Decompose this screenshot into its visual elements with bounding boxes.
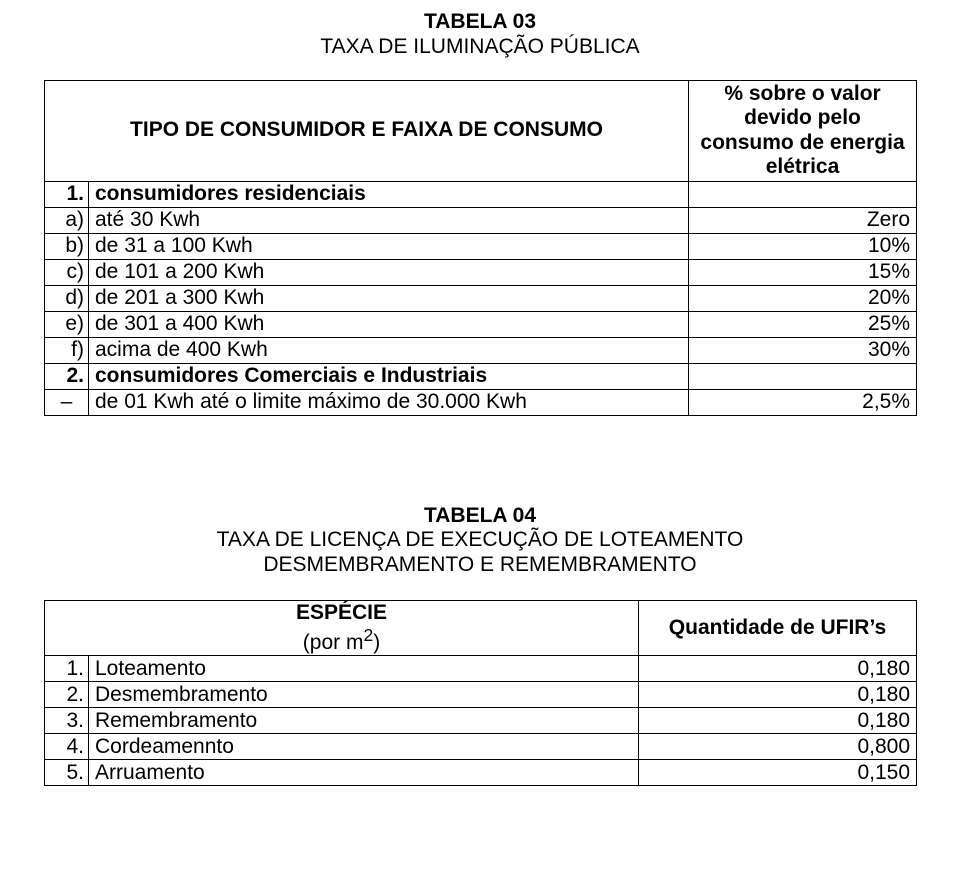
row-value: 20% — [689, 285, 917, 311]
spacer — [44, 416, 916, 504]
row-label: Remembramento — [89, 708, 639, 734]
table-row: 3. Remembramento 0,180 — [45, 708, 917, 734]
row-num: – — [45, 389, 89, 415]
table-row: c) de 101 a 200 Kwh 15% — [45, 259, 917, 285]
row-label: de 01 Kwh até o limite máximo de 30.000 … — [89, 389, 689, 415]
table-row: 2. consumidores Comerciais e Industriais — [45, 363, 917, 389]
table-row: – de 01 Kwh até o limite máximo de 30.00… — [45, 389, 917, 415]
table-row: a) até 30 Kwh Zero — [45, 207, 917, 233]
row-value: Zero — [689, 207, 917, 233]
table-row: d) de 201 a 300 Kwh 20% — [45, 285, 917, 311]
row-label: até 30 Kwh — [89, 207, 689, 233]
row-value: 30% — [689, 337, 917, 363]
row-value: 0,180 — [639, 682, 917, 708]
table-row: f) acima de 400 Kwh 30% — [45, 337, 917, 363]
row-label: de 301 a 400 Kwh — [89, 311, 689, 337]
tabela04-header-left-line1: ESPÉCIE — [51, 601, 632, 625]
row-num: b) — [45, 233, 89, 259]
row-num: e) — [45, 311, 89, 337]
row-num: 2. — [45, 363, 89, 389]
row-label: Loteamento — [89, 656, 639, 682]
row-value: 0,180 — [639, 708, 917, 734]
tabela04-title-line1: TABELA 04 — [44, 504, 916, 529]
row-num: f) — [45, 337, 89, 363]
row-num: 4. — [45, 734, 89, 760]
row-label: Cordeamennto — [89, 734, 639, 760]
tabela03-title-line1: TABELA 03 — [424, 10, 536, 33]
row-value: 0,150 — [639, 760, 917, 786]
row-num: 1. — [45, 181, 89, 207]
row-num: c) — [45, 259, 89, 285]
row-label: acima de 400 Kwh — [89, 337, 689, 363]
spacer — [44, 578, 916, 600]
row-num: 3. — [45, 708, 89, 734]
table-row: 1. consumidores residenciais — [45, 181, 917, 207]
row-num: d) — [45, 285, 89, 311]
table-row: 1. Loteamento 0,180 — [45, 656, 917, 682]
row-value: 0,180 — [639, 656, 917, 682]
table-row: 5. Arruamento 0,150 — [45, 760, 917, 786]
row-num: 1. — [45, 656, 89, 682]
row-value: 10% — [689, 233, 917, 259]
table-row: 4. Cordeamennto 0,800 — [45, 734, 917, 760]
tabela04-title: TABELA 04 TAXA DE LICENÇA DE EXECUÇÃO DE… — [44, 504, 916, 578]
tabela03-title-line2: TAXA DE ILUMINAÇÃO PÚBLICA — [320, 35, 639, 58]
hl2-b: ) — [373, 631, 380, 654]
tabela03-title: TABELA 03 TAXA DE ILUMINAÇÃO PÚBLICA — [44, 10, 916, 60]
hl2-a: (por m — [303, 631, 364, 654]
row-num: 5. — [45, 760, 89, 786]
tabela04-table: ESPÉCIE (por m2) Quantidade de UFIR’s 1.… — [44, 600, 917, 786]
row-label: de 31 a 100 Kwh — [89, 233, 689, 259]
row-label: Arruamento — [89, 760, 639, 786]
tabela04-header-left-line2: (por m2) — [51, 625, 632, 655]
table-row: e) de 301 a 400 Kwh 25% — [45, 311, 917, 337]
table-row: 2. Desmembramento 0,180 — [45, 682, 917, 708]
tabela03-table: TIPO DE CONSUMIDOR E FAIXA DE CONSUMO % … — [44, 80, 917, 416]
row-label: de 101 a 200 Kwh — [89, 259, 689, 285]
tabela04-title-line3: DESMEMBRAMENTO E REMEMBRAMENTO — [44, 553, 916, 578]
row-label: consumidores Comerciais e Industriais — [89, 363, 689, 389]
row-value: 2,5% — [689, 389, 917, 415]
tabela04-header-left: ESPÉCIE (por m2) — [45, 600, 639, 655]
row-label: consumidores residenciais — [89, 181, 689, 207]
row-value — [689, 363, 917, 389]
tabela03-header-left: TIPO DE CONSUMIDOR E FAIXA DE CONSUMO — [45, 80, 689, 181]
row-value — [689, 181, 917, 207]
row-label: de 201 a 300 Kwh — [89, 285, 689, 311]
hl2-sup: 2 — [363, 625, 373, 645]
row-value: 15% — [689, 259, 917, 285]
row-value: 0,800 — [639, 734, 917, 760]
tabela04-header-right: Quantidade de UFIR’s — [639, 600, 917, 655]
row-label: Desmembramento — [89, 682, 639, 708]
table-row: b) de 31 a 100 Kwh 10% — [45, 233, 917, 259]
tabela03-header-right: % sobre o valor devido pelo consumo de e… — [689, 80, 917, 181]
tabela04-title-line2: TAXA DE LICENÇA DE EXECUÇÃO DE LOTEAMENT… — [44, 528, 916, 553]
row-num: 2. — [45, 682, 89, 708]
row-value: 25% — [689, 311, 917, 337]
row-num: a) — [45, 207, 89, 233]
